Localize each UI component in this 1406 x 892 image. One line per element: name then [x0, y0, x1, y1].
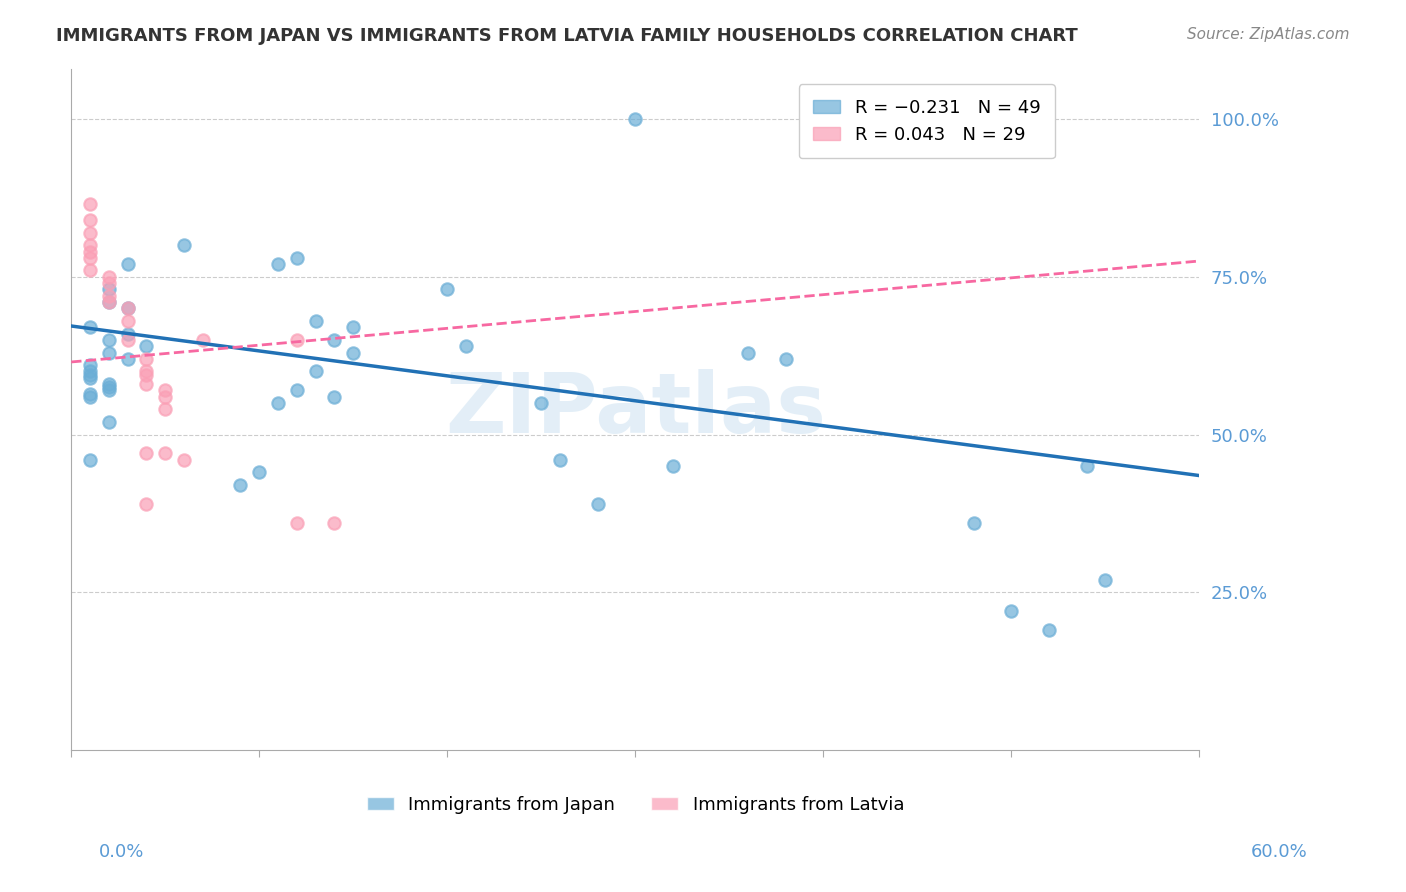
Point [79, 390, 101, 404]
Point [247, 466, 270, 480]
Point [79, 370, 101, 384]
Point [191, 333, 214, 347]
Point [79, 213, 101, 227]
Point [97, 276, 120, 290]
Point [79, 244, 101, 259]
Text: IMMIGRANTS FROM JAPAN VS IMMIGRANTS FROM LATVIA FAMILY HOUSEHOLDS CORRELATION CH: IMMIGRANTS FROM JAPAN VS IMMIGRANTS FROM… [56, 27, 1078, 45]
Point [1094, 573, 1116, 587]
Point [155, 446, 177, 460]
Point [662, 459, 685, 474]
Point [79, 238, 101, 252]
Point [267, 396, 290, 410]
Point [305, 314, 328, 328]
Point [97, 333, 120, 347]
Text: 0.0%: 0.0% [98, 843, 143, 861]
Point [548, 452, 571, 467]
Point [79, 226, 101, 240]
Point [1076, 459, 1098, 474]
Point [229, 478, 252, 492]
Point [267, 257, 290, 271]
Point [97, 384, 120, 398]
Point [963, 516, 986, 530]
Point [737, 345, 759, 359]
Point [135, 351, 157, 366]
Point [135, 497, 157, 511]
Point [135, 446, 157, 460]
Point [775, 351, 797, 366]
Point [436, 282, 458, 296]
Point [135, 364, 157, 378]
Point [117, 351, 139, 366]
Point [530, 396, 553, 410]
Point [117, 257, 139, 271]
Point [155, 384, 177, 398]
Text: Source: ZipAtlas.com: Source: ZipAtlas.com [1187, 27, 1350, 42]
Point [173, 452, 195, 467]
Legend: Immigrants from Japan, Immigrants from Latvia: Immigrants from Japan, Immigrants from L… [357, 787, 912, 822]
Point [323, 390, 346, 404]
Point [97, 377, 120, 392]
Point [97, 380, 120, 394]
Point [79, 368, 101, 382]
Point [456, 339, 478, 353]
Point [285, 251, 308, 265]
Point [1038, 623, 1060, 637]
Point [135, 368, 157, 382]
Point [79, 197, 101, 211]
Point [79, 386, 101, 401]
Point [97, 289, 120, 303]
Point [305, 364, 328, 378]
Point [79, 358, 101, 372]
Point [97, 269, 120, 284]
Point [624, 112, 647, 126]
Text: ZIPatlas: ZIPatlas [444, 368, 825, 450]
Point [79, 320, 101, 334]
Point [285, 333, 308, 347]
Point [1000, 604, 1022, 618]
Point [155, 402, 177, 417]
Point [117, 314, 139, 328]
Point [79, 364, 101, 378]
Point [586, 497, 609, 511]
Point [79, 263, 101, 277]
Point [285, 516, 308, 530]
Point [117, 301, 139, 316]
Point [323, 516, 346, 530]
Point [117, 333, 139, 347]
Point [117, 326, 139, 341]
Point [97, 295, 120, 310]
Point [155, 390, 177, 404]
Point [342, 320, 364, 334]
Point [135, 339, 157, 353]
Point [97, 415, 120, 429]
Point [97, 345, 120, 359]
Point [135, 377, 157, 392]
Point [342, 345, 364, 359]
Point [173, 238, 195, 252]
Point [79, 452, 101, 467]
Point [323, 333, 346, 347]
Point [117, 301, 139, 316]
Point [285, 384, 308, 398]
Point [97, 295, 120, 310]
Point [97, 282, 120, 296]
Text: 60.0%: 60.0% [1251, 843, 1308, 861]
Point [79, 251, 101, 265]
